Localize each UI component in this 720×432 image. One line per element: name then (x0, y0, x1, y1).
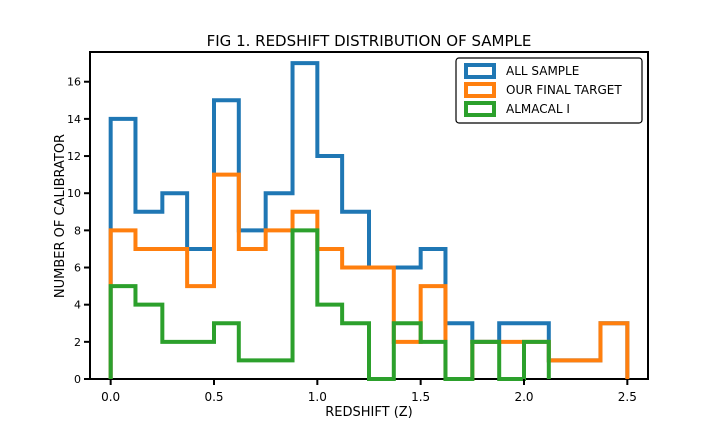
y-ticks: 0 2 4 6 8 10 12 14 16 (67, 76, 90, 386)
legend-label: ALL SAMPLE (506, 64, 579, 78)
y-tick-label: 16 (67, 76, 81, 89)
series-line-3 (108, 228, 551, 381)
legend-swatch (464, 82, 496, 98)
x-tick-label: 1.0 (308, 390, 327, 404)
series-layer (108, 61, 630, 381)
y-tick-label: 2 (74, 336, 81, 349)
x-tick-label: 1.5 (411, 390, 430, 404)
x-tick-label: 2.5 (618, 390, 637, 404)
legend-swatch (464, 63, 496, 79)
y-tick-label: 4 (74, 299, 81, 312)
x-ticks: 0.0 0.5 1.0 1.5 2.0 2.5 (101, 379, 637, 404)
legend-items: ALL SAMPLE OUR FINAL TARGET ALMACAL I (464, 63, 622, 117)
x-tick-label: 0.5 (204, 390, 223, 404)
y-tick-label: 14 (67, 113, 81, 126)
y-tick-label: 12 (67, 150, 81, 163)
x-axis-label: REDSHIFT (Z) (325, 405, 413, 420)
y-tick-label: 10 (67, 187, 81, 200)
legend-swatch (464, 101, 496, 117)
legend-label: ALMACAL I (506, 102, 570, 116)
legend-box (455, 57, 643, 124)
y-tick-label: 6 (74, 262, 81, 275)
legend-label: OUR FINAL TARGET (506, 83, 622, 97)
y-axis-label: NUMBER OF CALIBRATOR (53, 134, 68, 298)
legend: ALL SAMPLE OUR FINAL TARGET ALMACAL I (455, 57, 643, 124)
x-tick-label: 2.0 (514, 390, 533, 404)
chart-title: FIG 1. REDSHIFT DISTRIBUTION OF SAMPLE (207, 32, 532, 50)
x-tick-label: 0.0 (101, 390, 120, 404)
series-line-1 (108, 61, 630, 379)
y-tick-label: 8 (74, 224, 81, 237)
y-tick-label: 0 (74, 373, 81, 386)
